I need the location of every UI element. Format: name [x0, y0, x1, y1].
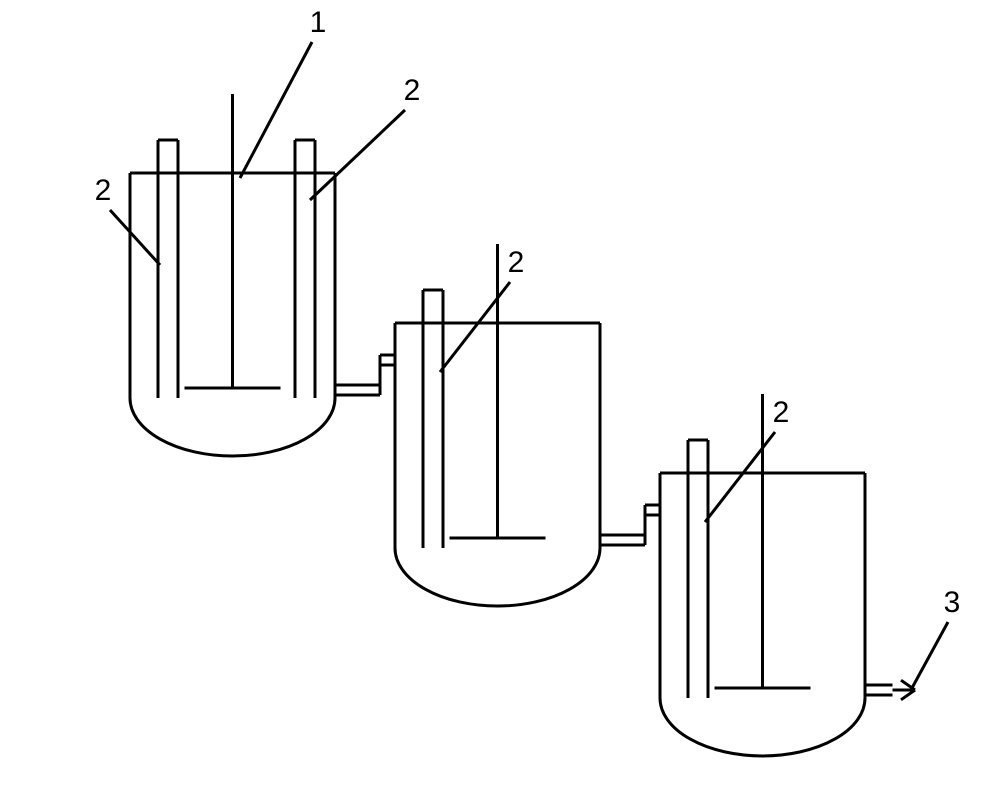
callout-0-leader: [240, 42, 312, 178]
callout-5-label: 3: [944, 586, 961, 619]
callout-4-label: 2: [773, 396, 790, 429]
callout-5-leader: [912, 622, 948, 688]
callout-3-leader: [440, 282, 510, 372]
callout-0-label: 1: [310, 6, 327, 39]
reactor-cascade-diagram: 1 2 2 2 2 3: [0, 0, 1000, 786]
callout-3-label: 2: [508, 246, 525, 279]
callout-2-label: 2: [95, 174, 112, 207]
callout-1-label: 2: [404, 74, 421, 107]
callout-1-leader: [310, 110, 405, 200]
callout-4-leader: [705, 432, 775, 522]
callout-2-leader: [110, 210, 160, 265]
